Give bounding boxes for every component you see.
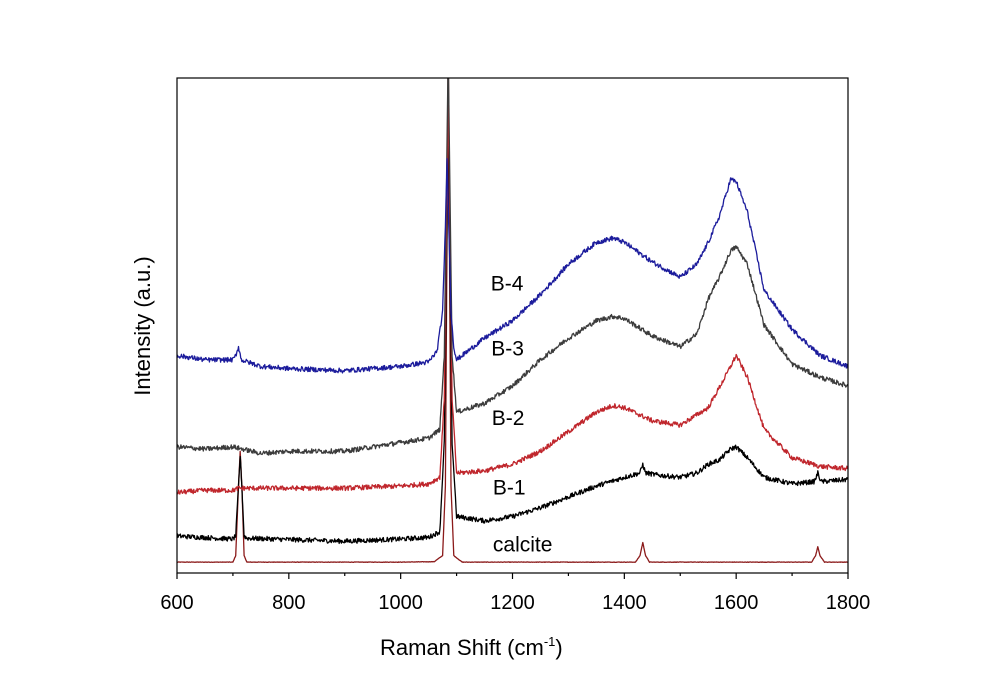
x-tick-label: 800 — [272, 592, 305, 614]
x-axis-title-superscript: -1 — [544, 634, 556, 649]
x-tick-label: 1600 — [714, 592, 759, 614]
series-line-b-1 — [177, 135, 848, 545]
series-group — [177, 78, 848, 563]
x-axis-title-main: Raman Shift (cm — [380, 635, 544, 660]
series-label-b-1: B-1 — [493, 477, 526, 500]
series-label-b-2: B-2 — [492, 407, 525, 430]
series-labels: B-4 B-3 B-2 B-1 calcite — [491, 272, 553, 556]
series-label-b-4: B-4 — [491, 272, 524, 295]
series-label-calcite: calcite — [493, 533, 553, 556]
x-tick-label: 600 — [160, 592, 193, 614]
x-tick-label: 1000 — [378, 592, 423, 614]
y-axis-title: Intensity (a.u.) — [130, 256, 155, 395]
series-line-calcite — [177, 78, 848, 563]
x-axis-title: Raman Shift (cm-1) — [380, 634, 563, 660]
series-line-b-4 — [177, 158, 848, 374]
x-tick-label: 1800 — [826, 592, 871, 614]
series-line-b-3 — [177, 78, 848, 456]
x-tick-label: 1400 — [602, 592, 647, 614]
series-label-b-3: B-3 — [491, 338, 524, 361]
series-line-b-2 — [177, 93, 848, 495]
x-axis-title-suffix: ) — [555, 635, 562, 660]
x-axis: 600 800 1000 1200 1400 1600 1800 — [160, 573, 870, 614]
x-tick-label: 1200 — [490, 592, 535, 614]
